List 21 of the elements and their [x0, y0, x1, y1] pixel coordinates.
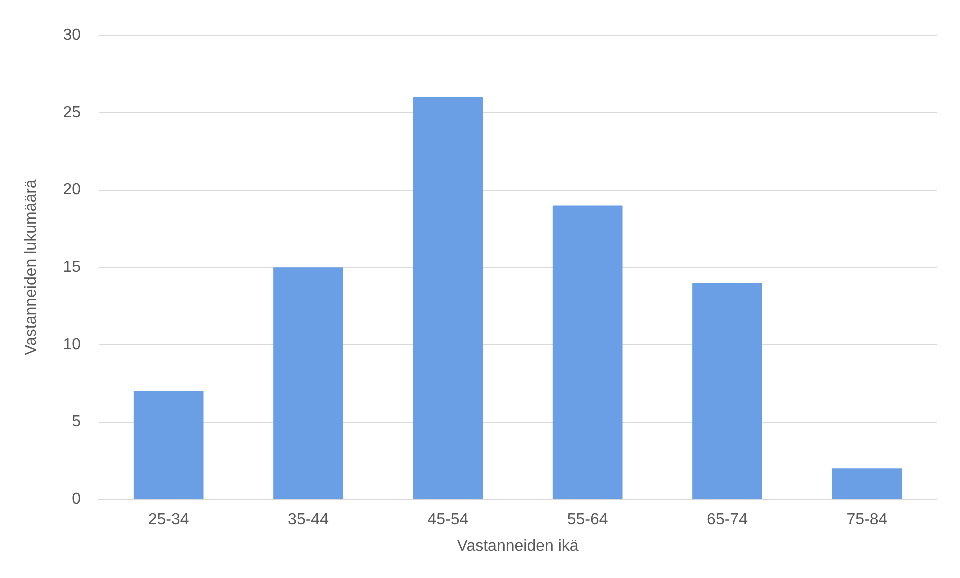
y-tick-label: 25 — [63, 104, 82, 122]
x-tick-label: 35-44 — [288, 512, 330, 529]
y-axis-title: Vastanneiden lukumäärä — [23, 180, 40, 356]
x-tick-label: 45-54 — [428, 512, 469, 529]
x-tick-label: 25-34 — [148, 512, 190, 529]
y-tick-label: 0 — [72, 491, 82, 508]
x-axis-title: Vastanneiden ikä — [457, 538, 579, 555]
bar — [552, 206, 623, 500]
y-tick-label: 10 — [63, 336, 82, 354]
y-tick-label: 20 — [63, 182, 82, 199]
x-tick-label: 55-64 — [567, 512, 608, 529]
bar — [832, 468, 902, 500]
bar — [692, 283, 762, 500]
x-tick-label: 75-84 — [846, 512, 888, 529]
y-tick-label: 30 — [63, 27, 82, 44]
x-tick-label: 65-74 — [707, 512, 748, 529]
bar — [274, 268, 344, 500]
bar — [413, 97, 484, 500]
bar — [134, 391, 204, 500]
y-tick-label: 15 — [63, 259, 82, 276]
y-tick-label: 5 — [72, 414, 82, 431]
